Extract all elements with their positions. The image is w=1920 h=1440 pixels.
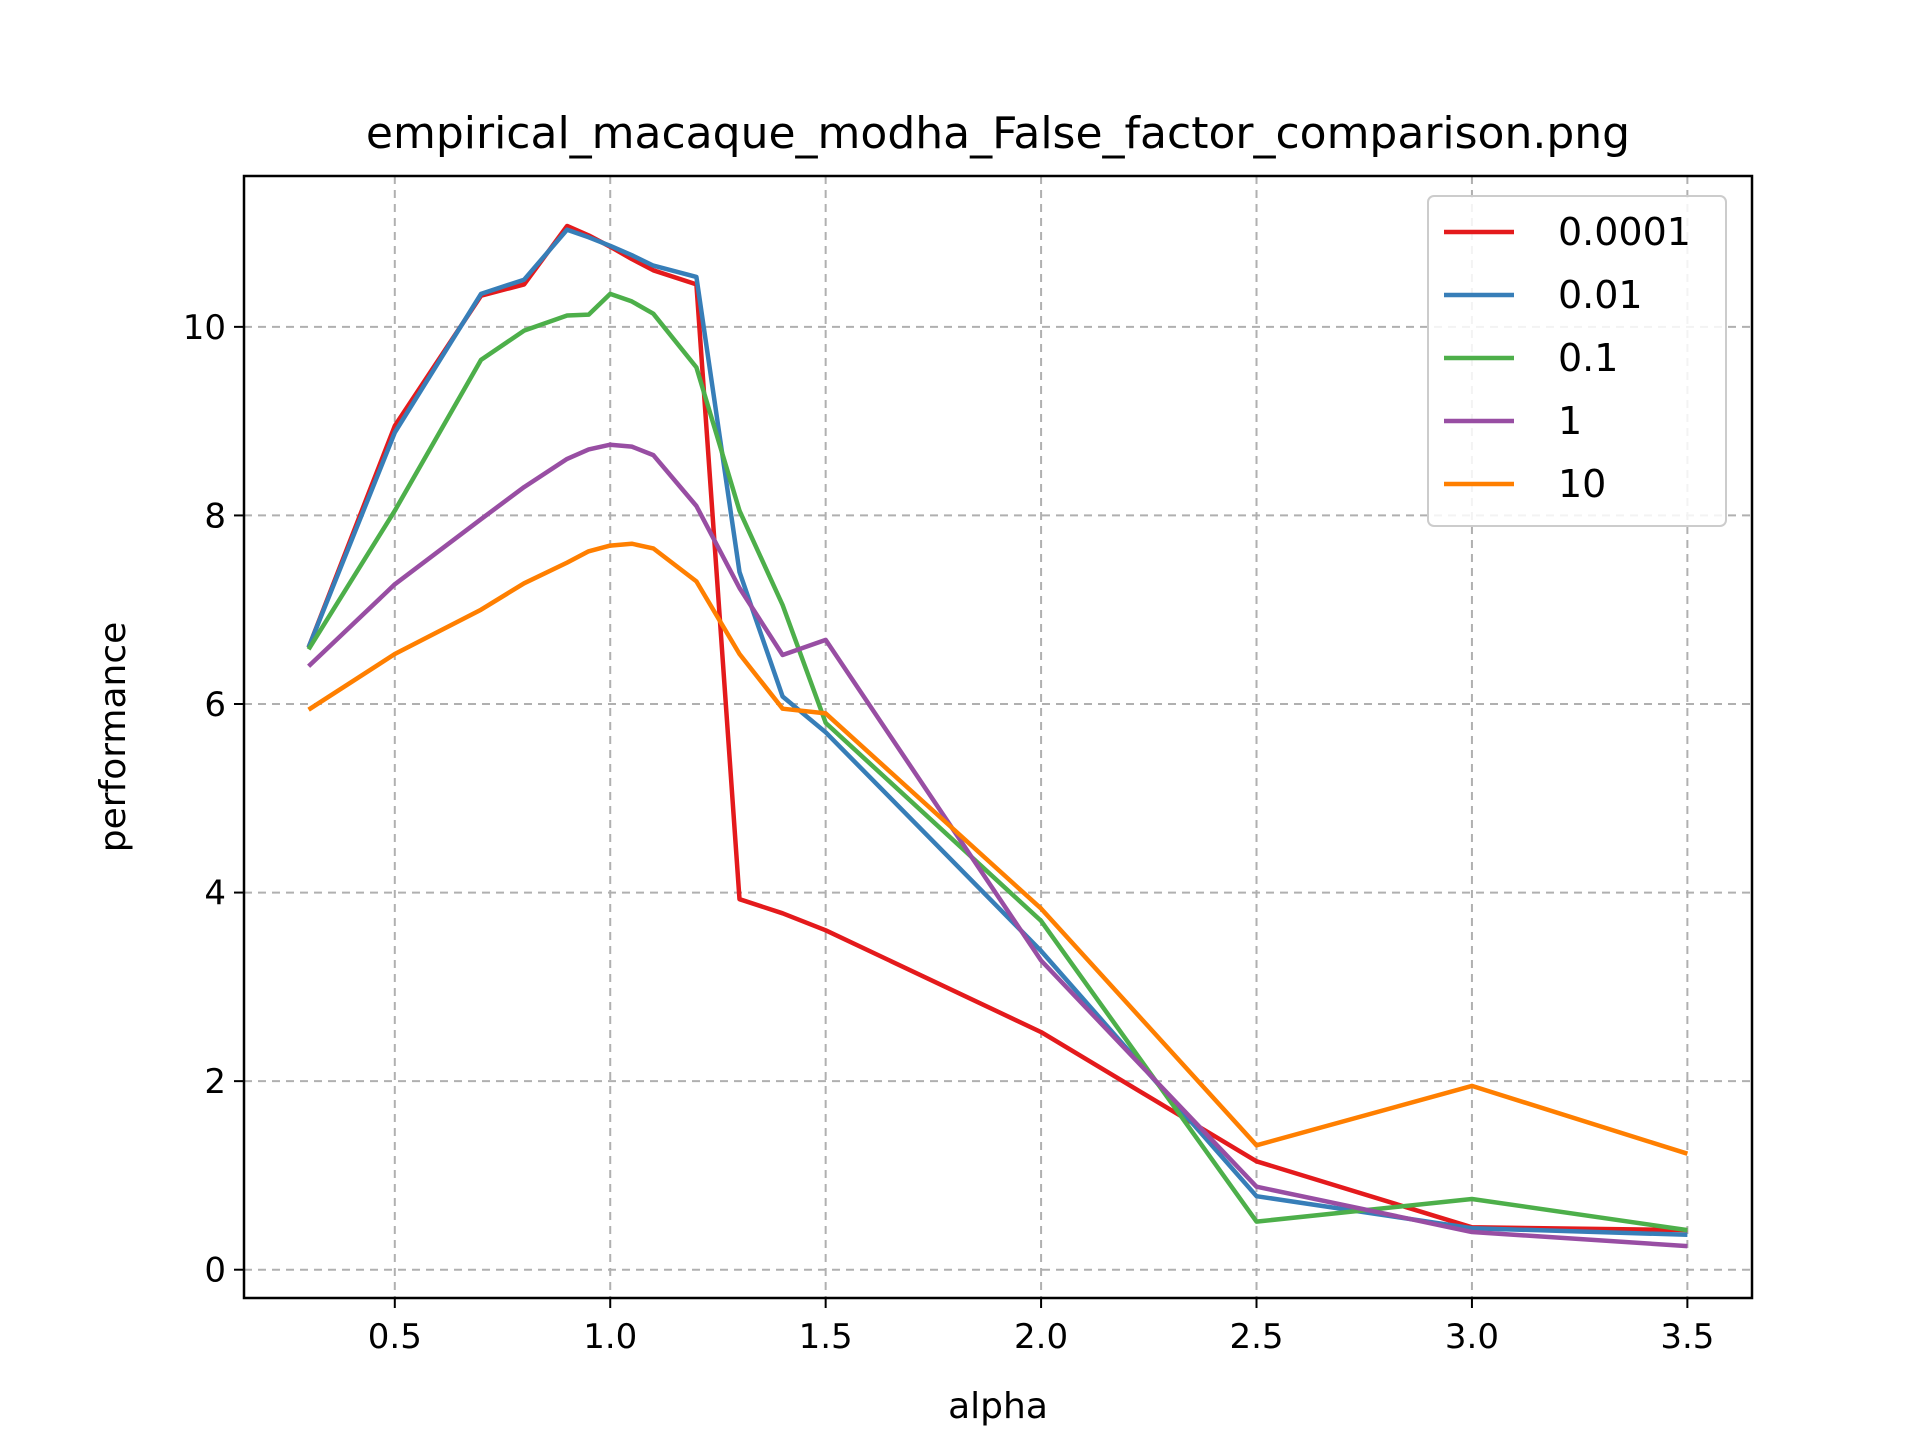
chart-title: empirical_macaque_modha_False_factor_com… <box>366 108 1630 159</box>
legend-label: 0.1 <box>1558 336 1618 380</box>
legend-box <box>1427 195 1727 527</box>
x-axis-label: alpha <box>948 1386 1048 1427</box>
series-layer <box>306 223 1689 1249</box>
legend: 0.0001 0.01 0.1 1 10 <box>1427 195 1727 527</box>
legend-label: 10 <box>1558 462 1606 506</box>
x-tick-label: 3.0 <box>1445 1317 1499 1357</box>
x-tick-label: 2.0 <box>1014 1317 1068 1357</box>
legend-label: 1 <box>1558 399 1582 443</box>
y-tick-label: 4 <box>204 874 226 914</box>
legend-label: 0.0001 <box>1558 210 1691 254</box>
plot-frame <box>242 174 1754 1300</box>
series-line-0.0001 <box>306 223 1688 1233</box>
x-tick-label: 2.5 <box>1229 1317 1283 1357</box>
y-tick-label: 8 <box>204 496 226 536</box>
series-line-0.1 <box>306 291 1688 1233</box>
x-tick-label: 1.5 <box>799 1317 853 1357</box>
y-tick-label: 2 <box>204 1062 226 1102</box>
y-tick-label: 6 <box>204 685 226 725</box>
series-line-10 <box>307 541 1689 1156</box>
series-line-1 <box>307 442 1688 1249</box>
tick-layer: 0.5 1.0 1.5 2.0 2.5 3.0 3.5 0 2 4 6 8 10 <box>183 308 1715 1357</box>
y-axis-label: performance <box>93 622 134 853</box>
x-tick-label: 3.5 <box>1660 1317 1714 1357</box>
x-tick-label: 0.5 <box>368 1317 422 1357</box>
y-tick-label: 0 <box>204 1251 226 1291</box>
x-tick-label: 1.0 <box>583 1317 637 1357</box>
y-tick-label: 10 <box>183 308 226 348</box>
legend-label: 0.01 <box>1558 273 1643 317</box>
